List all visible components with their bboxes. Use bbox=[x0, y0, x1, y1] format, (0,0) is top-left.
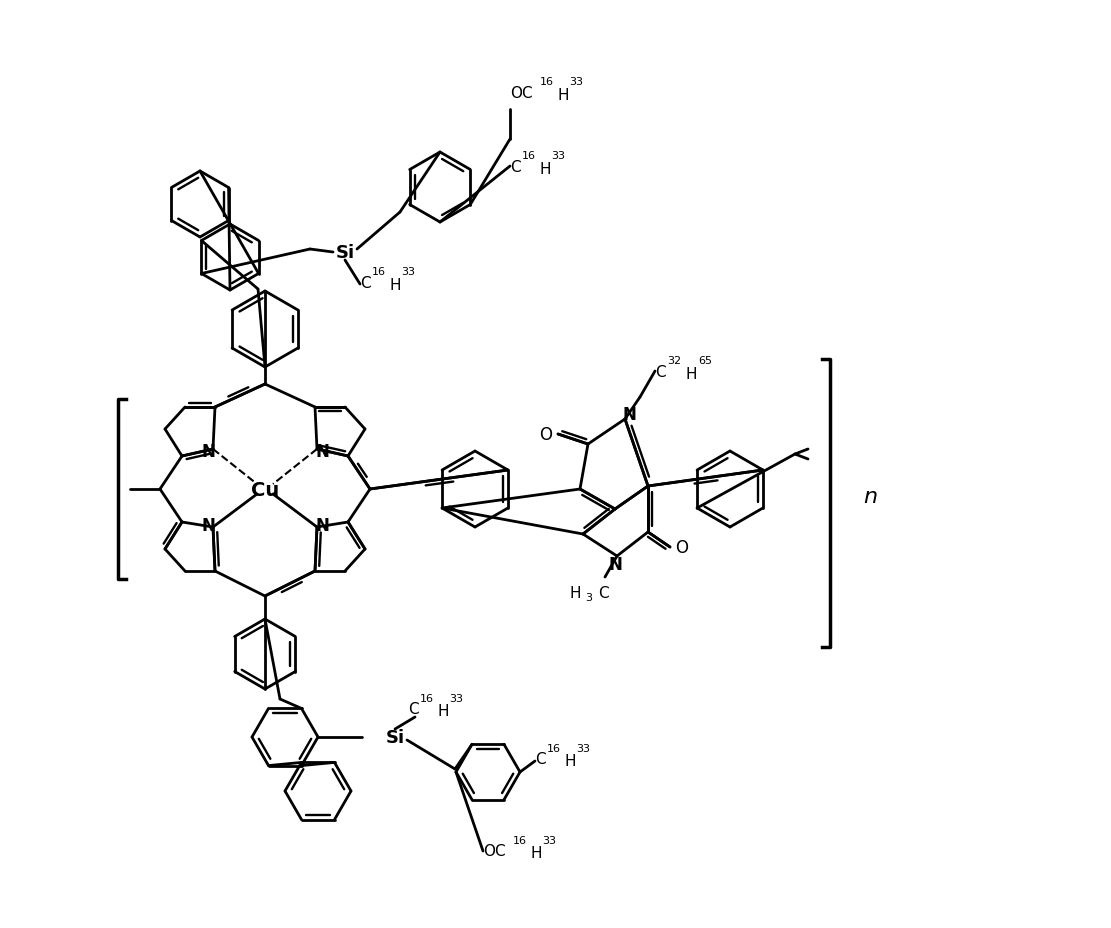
Text: H: H bbox=[389, 277, 400, 292]
Text: H: H bbox=[570, 585, 581, 599]
Text: 65: 65 bbox=[698, 355, 712, 366]
Text: N: N bbox=[316, 443, 329, 460]
Text: 32: 32 bbox=[667, 355, 681, 366]
Text: OC: OC bbox=[510, 85, 532, 100]
Text: H: H bbox=[685, 367, 697, 381]
Text: C: C bbox=[360, 276, 371, 290]
Text: 16: 16 bbox=[540, 77, 554, 87]
Text: C: C bbox=[536, 752, 546, 767]
Text: OC: OC bbox=[483, 844, 506, 858]
Text: N: N bbox=[608, 555, 622, 574]
Text: 16: 16 bbox=[420, 693, 434, 703]
Text: 33: 33 bbox=[542, 835, 556, 845]
Text: 16: 16 bbox=[513, 835, 527, 845]
Text: C: C bbox=[598, 585, 609, 599]
Text: N: N bbox=[622, 406, 635, 423]
Text: C: C bbox=[408, 702, 419, 716]
Text: H: H bbox=[530, 845, 541, 860]
Text: N: N bbox=[316, 517, 329, 535]
Text: C: C bbox=[510, 160, 521, 174]
Text: H: H bbox=[557, 87, 569, 102]
Text: H: H bbox=[437, 703, 449, 718]
Text: 16: 16 bbox=[522, 151, 536, 161]
Text: 33: 33 bbox=[449, 693, 463, 703]
Text: 33: 33 bbox=[569, 77, 583, 87]
Text: 33: 33 bbox=[401, 266, 416, 277]
Text: 16: 16 bbox=[547, 743, 561, 754]
Text: H: H bbox=[564, 754, 575, 768]
Text: 3: 3 bbox=[585, 592, 592, 602]
Text: 33: 33 bbox=[551, 151, 565, 161]
Text: Cu: Cu bbox=[251, 480, 279, 499]
Text: Si: Si bbox=[386, 728, 404, 746]
Text: 16: 16 bbox=[372, 266, 386, 277]
Text: n: n bbox=[863, 486, 877, 507]
Text: O: O bbox=[540, 426, 552, 444]
Text: C: C bbox=[655, 364, 665, 380]
Text: N: N bbox=[201, 443, 214, 460]
Text: 33: 33 bbox=[575, 743, 590, 754]
Text: N: N bbox=[201, 517, 214, 535]
Text: H: H bbox=[539, 161, 550, 176]
Text: Si: Si bbox=[336, 244, 354, 262]
Text: O: O bbox=[675, 538, 689, 557]
